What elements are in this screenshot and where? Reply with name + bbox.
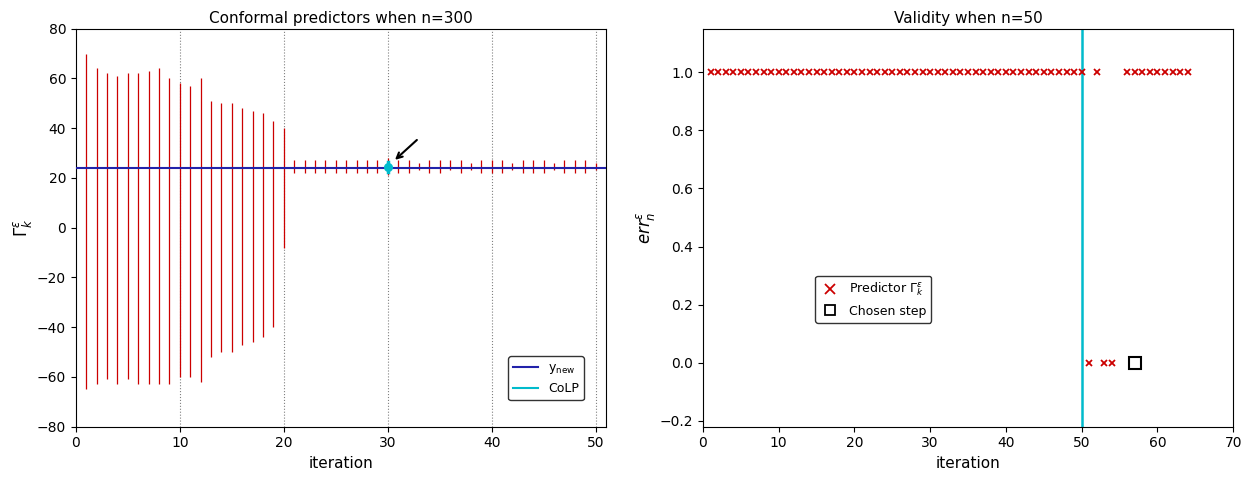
Title: Validity when n=50: Validity when n=50 — [893, 11, 1042, 26]
Y-axis label: $\Gamma^{\varepsilon}_{k}$: $\Gamma^{\varepsilon}_{k}$ — [11, 218, 34, 237]
Legend: Predictor $\Gamma^{\varepsilon}_{k}$, Chosen step: Predictor $\Gamma^{\varepsilon}_{k}$, Ch… — [816, 276, 931, 323]
Y-axis label: $err^{\varepsilon}_{n}$: $err^{\varepsilon}_{n}$ — [634, 211, 657, 244]
X-axis label: iteration: iteration — [308, 456, 373, 471]
Legend: y$_{\rm new}$, CoLP: y$_{\rm new}$, CoLP — [507, 356, 584, 401]
X-axis label: iteration: iteration — [936, 456, 1000, 471]
Title: Conformal predictors when n=300: Conformal predictors when n=300 — [209, 11, 472, 26]
